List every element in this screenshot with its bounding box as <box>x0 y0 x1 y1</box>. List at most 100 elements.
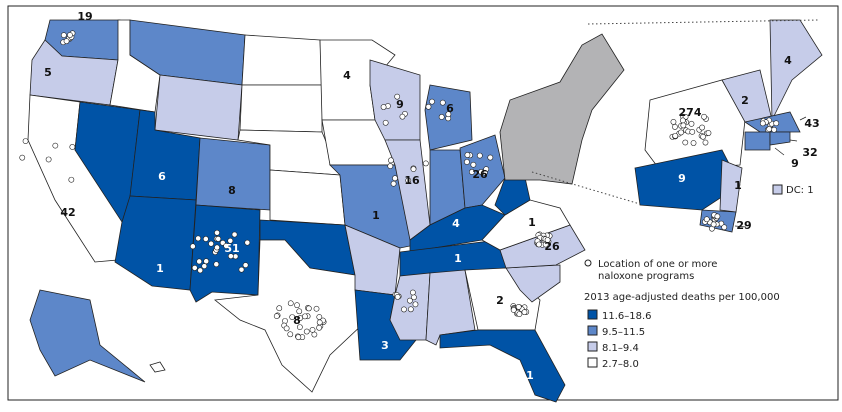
naloxone-program-dot <box>303 328 310 335</box>
program-count-ca: 42 <box>60 206 75 219</box>
naloxone-program-dot <box>238 266 245 273</box>
state-nm <box>189 204 261 303</box>
program-count-pa: 9 <box>678 172 686 185</box>
naloxone-program-dot <box>401 306 407 313</box>
naloxone-program-dot <box>478 169 485 175</box>
dot-legend-label-2: naloxone programs <box>598 271 694 282</box>
naloxone-program-dot <box>196 258 203 265</box>
naloxone-program-dot <box>464 152 471 158</box>
naloxone-program-dot <box>380 104 387 110</box>
naloxone-program-dot <box>213 261 220 268</box>
leader-line <box>789 139 798 142</box>
state-nd <box>241 34 323 86</box>
naloxone-program-dot <box>410 166 417 173</box>
naloxone-program-dot <box>702 139 709 146</box>
naloxone-program-dot <box>670 118 677 125</box>
leader-line <box>799 116 807 121</box>
state-gry1 <box>499 33 625 185</box>
program-count-ri: 32 <box>802 146 817 159</box>
naloxone-program-dot <box>191 265 198 271</box>
naloxone-program-dot <box>710 221 717 228</box>
state-co <box>195 137 271 211</box>
naloxone-program-dot <box>536 241 542 248</box>
state-ks <box>269 169 346 226</box>
naloxone-program-dot <box>227 253 234 260</box>
naloxone-program-dot <box>316 324 323 331</box>
naloxone-program-dot <box>476 152 483 159</box>
naloxone-program-dot <box>672 124 678 130</box>
naloxone-program-dot <box>771 126 777 133</box>
state-ak <box>29 289 146 383</box>
program-count-ga: 2 <box>496 294 504 307</box>
naloxone-program-dot <box>422 160 429 167</box>
program-count-va: 1 <box>528 216 536 229</box>
naloxone-program-dot <box>390 180 397 187</box>
naloxone-program-dot <box>388 157 394 164</box>
naloxone-program-dot <box>487 154 494 161</box>
legend-swatch <box>587 325 598 336</box>
naloxone-program-dot <box>672 132 679 139</box>
naloxone-program-dot <box>516 311 523 317</box>
naloxone-program-dot <box>201 263 208 270</box>
naloxone-program-dot <box>439 99 446 106</box>
program-count-md: 29 <box>736 219 751 232</box>
state-me <box>769 19 823 121</box>
program-count-me: 4 <box>784 54 792 67</box>
naloxone-program-dot <box>721 224 728 231</box>
program-count-ut: 6 <box>158 170 166 183</box>
legend: Location of one or more naloxone program… <box>584 184 814 370</box>
program-count-mo: 1 <box>372 209 380 222</box>
program-count-co: 8 <box>228 184 236 197</box>
legend-title: 2013 age-adjusted deaths per 100,000 <box>584 292 780 303</box>
naloxone-program-dot <box>195 235 202 242</box>
naloxone-program-dot <box>521 309 528 316</box>
naloxone-program-dot <box>52 142 59 149</box>
program-count-ct: 9 <box>791 157 799 170</box>
program-count-nc: 26 <box>544 240 560 253</box>
naloxone-program-dot <box>276 305 283 312</box>
legend-swatch <box>587 309 598 320</box>
naloxone-program-dot <box>189 243 196 250</box>
naloxone-program-dot <box>296 324 303 330</box>
state-ct <box>744 131 771 151</box>
naloxone-program-dot <box>412 301 419 308</box>
dot-legend-label-1: Location of one or more <box>598 259 717 270</box>
naloxone-program-dot <box>425 103 432 110</box>
leader-line <box>774 147 785 156</box>
legend-class-label: 11.6–18.6 <box>602 311 652 322</box>
naloxone-program-dot <box>394 294 401 300</box>
legend-class-label: 2.7–8.0 <box>602 359 639 370</box>
naloxone-program-dot <box>60 32 67 39</box>
naloxone-program-dot <box>470 161 477 168</box>
naloxone-program-dot <box>19 154 26 161</box>
inset-connector <box>531 19 819 205</box>
naloxone-program-dot <box>242 262 249 269</box>
program-count-ma: 43 <box>804 117 819 130</box>
legend-class-label: 9.5–11.5 <box>602 327 645 338</box>
naloxone-program-dot <box>515 304 522 310</box>
naloxone-program-dot <box>392 175 398 182</box>
naloxone-program-dot <box>409 289 416 296</box>
state-sd <box>239 84 323 133</box>
program-count-az: 1 <box>156 262 164 275</box>
state-fl <box>439 329 566 403</box>
naloxone-program-dot <box>429 98 435 105</box>
program-count-nm: 51 <box>224 242 239 255</box>
legend-swatch <box>587 341 598 352</box>
state-wv <box>494 172 531 216</box>
naloxone-program-dot <box>468 169 475 175</box>
naloxone-program-dot <box>682 139 689 146</box>
naloxone-program-dot <box>406 297 413 304</box>
state-ri <box>769 131 791 146</box>
naloxone-program-dot <box>214 229 220 236</box>
naloxone-program-dot <box>544 237 551 243</box>
program-count-nj: 1 <box>734 179 742 192</box>
naloxone-program-dot <box>510 307 517 313</box>
program-count-mn: 4 <box>343 69 351 82</box>
naloxone-program-dot <box>438 114 445 120</box>
naloxone-program-dot <box>313 305 320 312</box>
program-count-la: 3 <box>381 339 389 352</box>
naloxone-program-dot <box>678 129 684 136</box>
program-count-tx: 8 <box>293 314 301 327</box>
